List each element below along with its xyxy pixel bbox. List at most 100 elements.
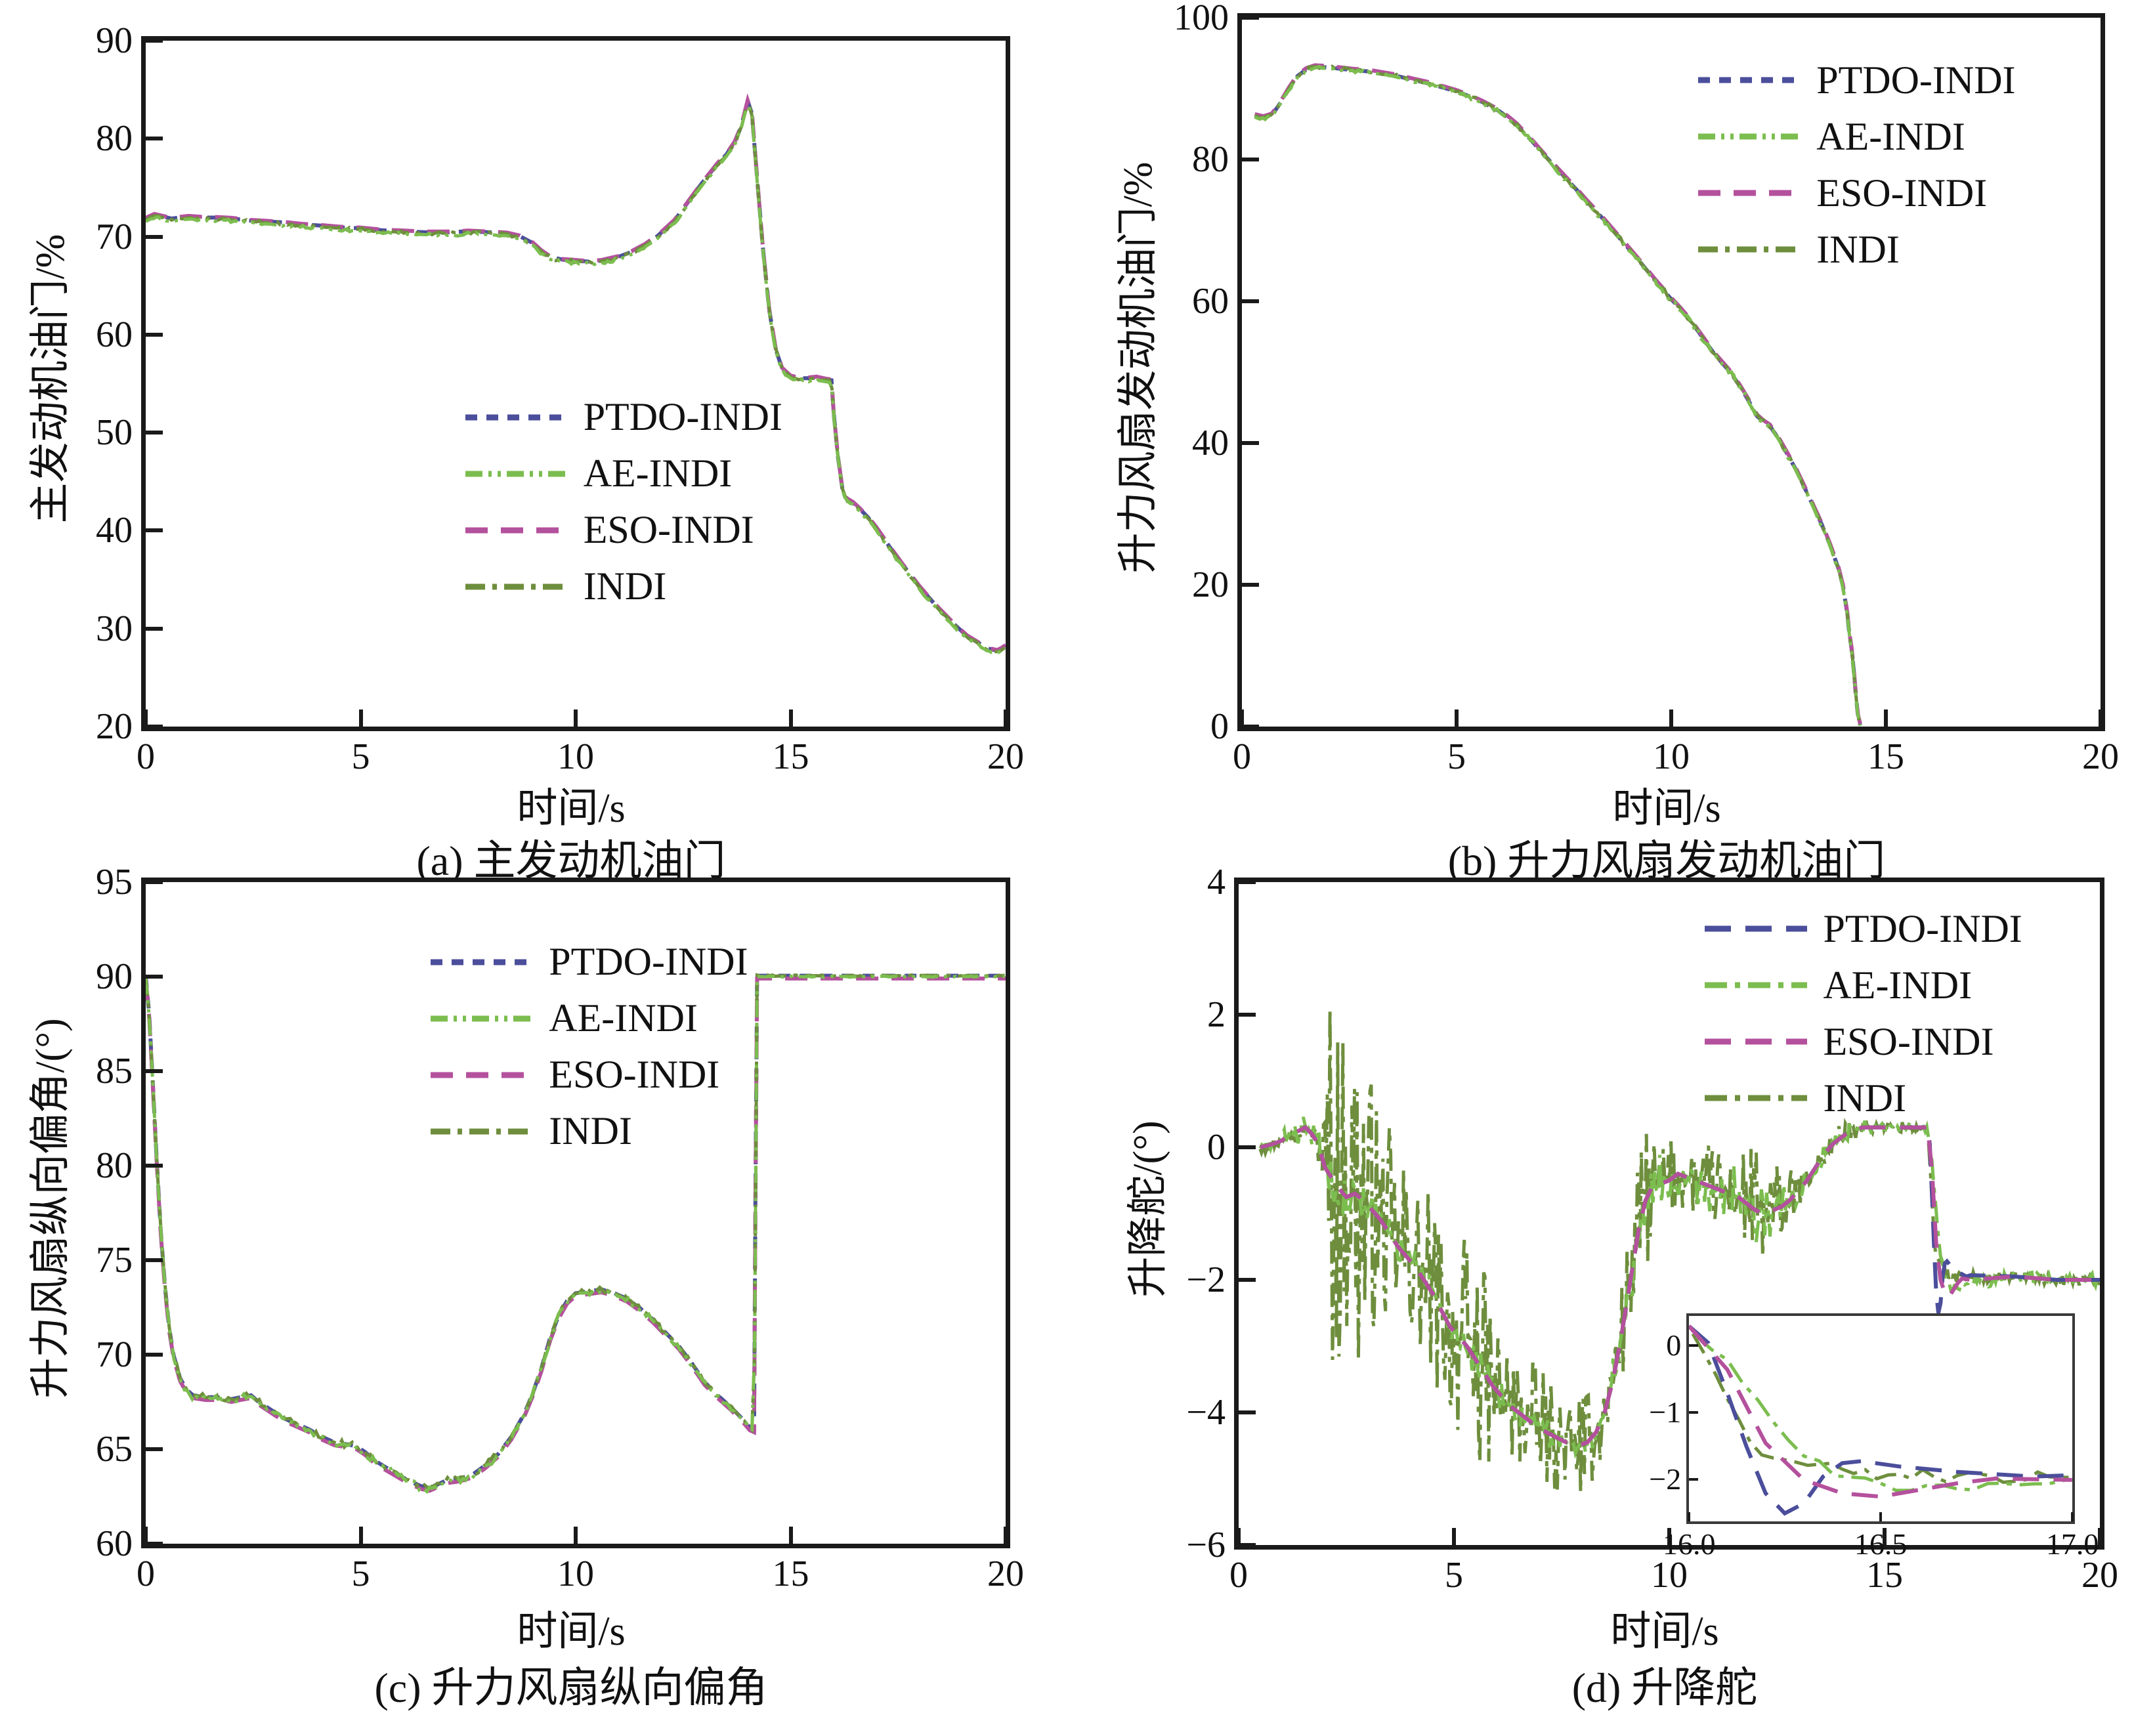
y-axis-label: 升降舵/(°) [1126, 1120, 1170, 1298]
y-tick-label: 80 [96, 1145, 133, 1186]
legend: PTDO-INDI AE-INDI ESO-INDI INDI [429, 935, 748, 1158]
legend-swatch-line [465, 471, 568, 477]
y-tick-mark [1239, 1543, 1256, 1547]
x-tick-mark [1883, 1528, 1887, 1545]
x-tick-mark [788, 1527, 793, 1544]
y-tick-mark [146, 528, 163, 533]
x-tick-label: 5 [1445, 1555, 1463, 1596]
legend-entry-INDI: INDI [1703, 1071, 2022, 1125]
x-tick-label: 20 [2081, 1555, 2118, 1596]
legend-swatch-line [431, 1128, 534, 1135]
y-tick-label: 0 [1666, 1328, 1682, 1363]
y-tick-mark [1242, 441, 1259, 445]
panel-caption: (a) 主发动机油门 [416, 837, 726, 884]
inset-zoom-plot: 16.0 16.5 17.0 0 −1 −2 [1649, 1313, 2099, 1559]
legend-label: INDI [549, 1109, 632, 1153]
panel-c-liftfan-longitudinal-deflection: 升力风扇纵向偏角/(°) 0 5 10 15 20 60 65 70 75 80 85 90 95 PTD… [0, 864, 1077, 1736]
y-tick-mark [146, 39, 163, 43]
y-tick-label: 50 [96, 412, 133, 454]
y-tick-mark [146, 1164, 163, 1168]
legend-label: PTDO-INDI [549, 940, 748, 984]
y-tick-label: −2 [1649, 1462, 1682, 1496]
legend: PTDO-INDI AE-INDI ESO-INDI INDI [1703, 902, 2022, 1125]
legend-entry-AE-INDI: AE-INDI [1697, 110, 2015, 163]
y-tick-mark [1689, 1344, 1699, 1347]
legend-label: PTDO-INDI [1823, 906, 2022, 950]
panel-d-elevator: 升降舵/(°) 16.0 16.5 17.0 0 −1 −2 0 5 10 15 20 −6 −4 −2… [1078, 864, 2155, 1736]
y-tick-label: 70 [96, 1334, 133, 1375]
legend-entry-PTDO-INDI: PTDO-INDI [1703, 902, 2022, 956]
x-tick-mark [788, 709, 793, 727]
x-tick-mark [574, 1527, 578, 1544]
legend-entry-INDI: INDI [464, 560, 782, 614]
legend-swatch-line [1698, 190, 1801, 196]
legend-label: ESO-INDI [549, 1053, 720, 1097]
x-tick-label: 16.5 [1854, 1527, 1908, 1561]
y-tick-label: 60 [96, 314, 133, 355]
curves-svg [146, 93, 1006, 656]
series-line-INDI [146, 973, 1006, 1491]
y-tick-mark [146, 880, 163, 884]
x-tick-label: 5 [1447, 736, 1466, 777]
legend-label: AE-INDI [549, 996, 698, 1040]
legend-entry-PTDO-INDI: PTDO-INDI [429, 935, 748, 989]
y-tick-mark [146, 1258, 163, 1262]
y-tick-mark [1242, 16, 1259, 20]
x-tick-mark [1884, 709, 1888, 727]
x-tick-label: 20 [2082, 736, 2119, 777]
legend-label: AE-INDI [583, 452, 733, 496]
panel-caption: (b) 升力风扇发动机油门 [1447, 837, 1886, 884]
x-tick-mark [1004, 1527, 1008, 1544]
legend: PTDO-INDI AE-INDI ESO-INDI INDI [1697, 53, 2016, 276]
y-tick-label: 2 [1207, 994, 1226, 1035]
y-tick-label: −2 [1186, 1260, 1226, 1300]
y-tick-mark [1689, 1478, 1699, 1481]
legend-entry-INDI: INDI [1697, 222, 2015, 276]
y-tick-label: 80 [1192, 139, 1229, 180]
legend-entry-ESO-INDI: ESO-INDI [429, 1048, 748, 1102]
legend-label: ESO-INDI [1823, 1019, 1994, 1063]
x-tick-label: 20 [987, 1554, 1024, 1594]
legend-entry-AE-INDI: AE-INDI [429, 992, 748, 1046]
x-tick-label: 0 [1233, 736, 1251, 777]
y-tick-mark [146, 431, 163, 435]
y-tick-label: 60 [96, 1523, 133, 1564]
x-tick-label: 10 [557, 1554, 594, 1594]
x-tick-mark [2098, 1528, 2102, 1545]
series-line-AE-INDI [1696, 1334, 2065, 1492]
curves-svg [1258, 1009, 2100, 1493]
y-tick-label: 100 [1174, 0, 1229, 38]
y-tick-mark [146, 1069, 163, 1073]
legend-label: ESO-INDI [1816, 171, 1988, 215]
y-tick-label: 4 [1207, 862, 1226, 902]
y-tick-mark [1239, 1278, 1256, 1282]
x-tick-mark [358, 709, 363, 727]
plot-area: 16.0 16.5 17.0 0 −1 −2 0 5 10 15 20 −6 −4 −2 0 2 4 PTDO-… [1186, 864, 2118, 1594]
y-tick-mark [146, 725, 163, 729]
legend-swatch-line [1705, 1038, 1808, 1045]
x-tick-mark [1669, 709, 1673, 727]
curves-svg [1254, 63, 1862, 727]
y-tick-label: 75 [96, 1240, 133, 1281]
y-tick-mark [1242, 299, 1259, 303]
legend: PTDO-INDI AE-INDI ESO-INDI INDI [464, 391, 782, 614]
x-axis-label: 时间/s [517, 786, 626, 831]
x-tick-label: 15 [772, 736, 809, 777]
x-axis-label: 时间/s [517, 1609, 626, 1654]
panel-a-main-engine-throttle: 主发动机油门/% 0 5 10 15 20 20 30 40 50 60 70 80 90 PTDO-IN… [0, 0, 1077, 884]
x-tick-mark [574, 709, 578, 727]
legend-swatch-line [1698, 77, 1801, 83]
x-tick-mark [1004, 709, 1008, 727]
legend-entry-INDI: INDI [429, 1105, 748, 1158]
y-tick-mark [146, 626, 163, 631]
inset-curves-svg [1689, 1324, 2073, 1516]
y-axis-label: 升力风扇纵向偏角/(°) [28, 1018, 73, 1399]
y-tick-label: 20 [1192, 564, 1229, 605]
y-tick-mark [1689, 1411, 1699, 1414]
plot-area: 0 5 10 15 20 0 20 40 60 80 100 PTDO-INDI AE-INDI ESO-… [1174, 0, 2119, 775]
y-axis-label: 升力风扇发动机油门/% [1116, 161, 1161, 574]
series-line-ESO-INDI [1689, 1324, 2073, 1498]
legend-label: AE-INDI [1823, 963, 1973, 1007]
panel-caption: (d) 升降舵 [1571, 1664, 1758, 1711]
series-line-PTDO-INDI [146, 94, 1006, 653]
